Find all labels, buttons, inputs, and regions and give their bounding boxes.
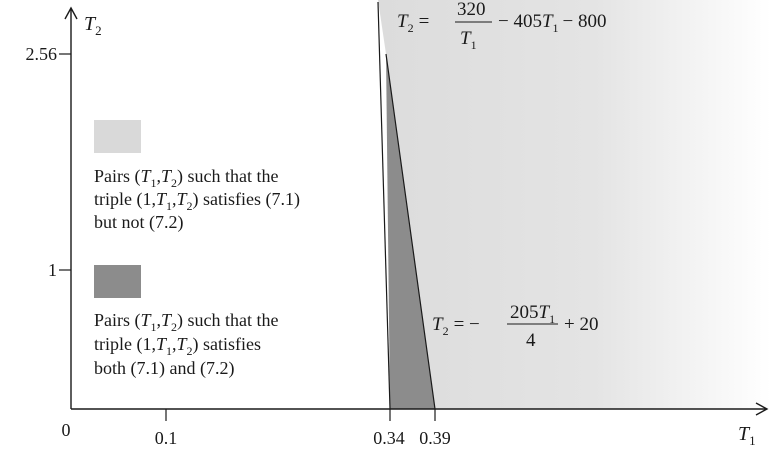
x-tick-label-0.1: 0.1 xyxy=(155,428,178,448)
legend-dark-line-1: Pairs (T1,T2) such that the xyxy=(94,310,279,334)
legend-dark-line-2: triple (1,T1,T2) satisfies xyxy=(94,334,261,358)
legend-dark-line-3: both (7.1) and (7.2) xyxy=(94,358,234,379)
svg-text:T2=: T2 = xyxy=(397,11,429,35)
legend-swatch-light xyxy=(94,120,141,153)
x-axis-label: T1 xyxy=(738,423,756,448)
svg-text:T1: T1 xyxy=(460,28,477,52)
svg-text:− 405T1− 800: − 405T1− 800 xyxy=(498,11,607,35)
legend: Pairs (T1,T2) such that the triple (1,T1… xyxy=(94,120,300,379)
svg-text:T2= −: T2 = − xyxy=(432,314,480,338)
hyperbola-equation: T2 = 320 T1 − 405T1− 800 xyxy=(397,0,607,52)
svg-text:205T1: 205T1 xyxy=(510,302,555,326)
x-tick-label-0.34: 0.34 xyxy=(373,428,405,448)
svg-text:4: 4 xyxy=(526,330,536,351)
legend-light-line-3: but not (7.2) xyxy=(94,212,184,233)
x-axis xyxy=(71,402,769,416)
y-axis-label: T2 xyxy=(84,13,102,38)
hyperbola-boundary xyxy=(377,1,391,410)
svg-text:320: 320 xyxy=(457,0,486,20)
y-tick-label-1: 1 xyxy=(48,260,57,280)
light-region xyxy=(378,0,771,409)
legend-light-line-2: triple (1,T1,T2) satisfies (7.1) xyxy=(94,189,300,213)
svg-text:+ 20: + 20 xyxy=(564,314,598,335)
linear-equation: T2 = − 205T1 4 + 20 xyxy=(432,302,598,351)
y-axis xyxy=(64,6,78,409)
x-tick-label-0.39: 0.39 xyxy=(419,428,451,448)
legend-swatch-dark xyxy=(94,265,141,298)
legend-light-line-1: Pairs (T1,T2) such that the xyxy=(94,166,279,190)
origin-label: 0 xyxy=(62,420,71,440)
y-tick-label-2.56: 2.56 xyxy=(26,44,58,64)
linear-boundary xyxy=(385,53,436,410)
